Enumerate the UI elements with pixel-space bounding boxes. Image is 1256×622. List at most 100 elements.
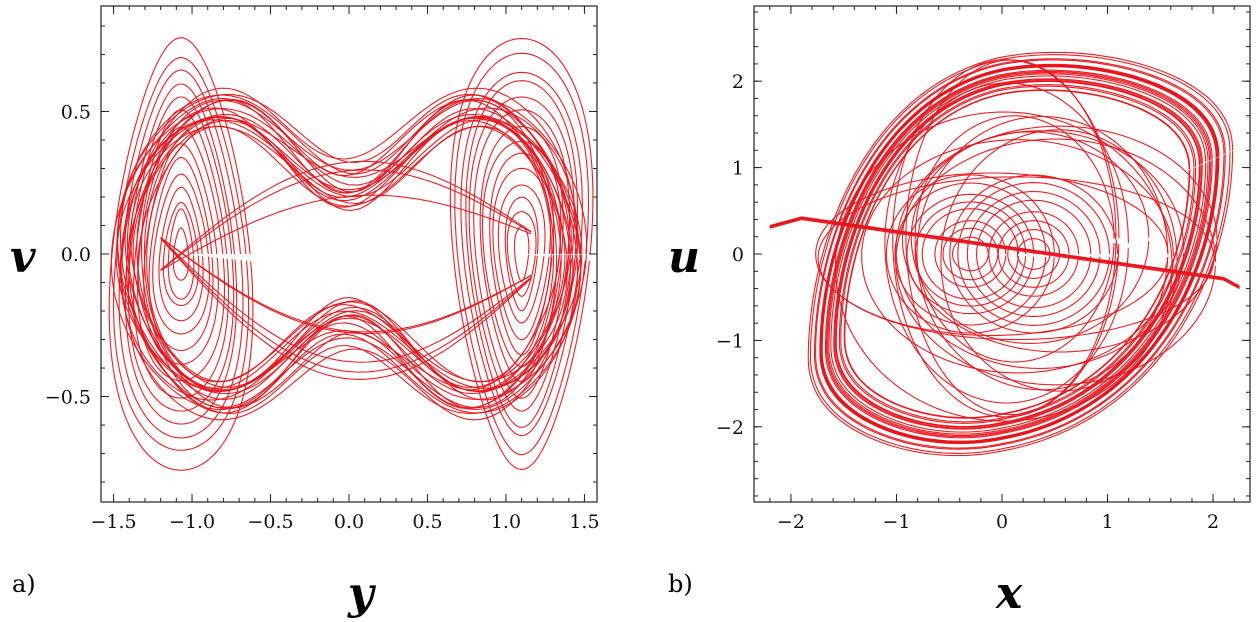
trajectory-line [160, 237, 532, 335]
trajectory-line [827, 71, 1211, 437]
trajectory-line [160, 237, 532, 333]
trajectory-line [1007, 229, 1061, 279]
trajectory-line [117, 108, 581, 400]
x-tick-label: 0.5 [412, 511, 442, 533]
x-tick-label: 0 [996, 511, 1008, 533]
trajectory-line [160, 169, 532, 271]
trajectory-line [504, 196, 539, 312]
x-tick-label: −2 [777, 511, 805, 533]
panel-b-ticks: −2 −1 0 1 2 −2 −1 0 1 2 [716, 6, 1250, 533]
trajectory-line [769, 218, 1240, 289]
trajectory-line [454, 52, 590, 456]
x-tick-label: −1.0 [169, 511, 215, 533]
panel-b-trajectories [769, 51, 1240, 457]
trajectory-line [116, 93, 582, 415]
trajectory-line [160, 237, 532, 380]
trajectory-line [449, 38, 594, 470]
trajectory-line [821, 65, 1218, 443]
trajectory-line [127, 96, 235, 412]
trajectory-line [988, 211, 1080, 297]
trajectory-line [957, 182, 1110, 326]
trajectory-line [460, 71, 583, 437]
trajectory-line [833, 78, 1203, 430]
x-tick-label: 1.0 [491, 511, 521, 533]
trajectory-line [128, 98, 570, 410]
trajectory-line [914, 201, 1027, 307]
trajectory-line [137, 117, 561, 391]
panel-a-ticks: −1.5 −1.0 −0.5 0.0 0.5 1.0 1.5 −0.5 0.0 0.5 [45, 6, 600, 533]
trajectory-line [895, 138, 1217, 386]
trajectory-line [465, 80, 579, 428]
trajectory-line [815, 59, 1225, 449]
trajectory-line [861, 139, 1174, 374]
y-tick-label: 2 [732, 71, 744, 93]
x-tick-label: −0.5 [247, 511, 293, 533]
trajectory-line [167, 208, 195, 300]
trajectory-line [820, 65, 1218, 443]
x-tick-label: 1 [1101, 511, 1113, 533]
trajectory-line [838, 84, 1197, 424]
trajectory-line [489, 152, 555, 356]
trajectory-line [940, 129, 1178, 392]
trajectory-line [942, 227, 999, 281]
trajectory-line [820, 64, 1219, 444]
trajectory-line [158, 186, 204, 322]
trajectory-line [160, 237, 532, 363]
trajectory-line [160, 237, 532, 373]
trajectory-line [1016, 238, 1051, 270]
trajectory-line [976, 199, 1092, 309]
trajectory-line [894, 182, 1047, 326]
trajectory-line [513, 226, 530, 282]
trajectory-line [492, 167, 551, 341]
trajectory-line [819, 64, 1219, 444]
trajectory-line [137, 126, 226, 382]
panel-a: −1.5 −1.0 −0.5 0.0 0.5 1.0 1.5 −0.5 0.0 0.5 v y a… [10, 5, 600, 619]
trajectory-line [132, 109, 230, 399]
trajectory-line [143, 143, 219, 365]
panel-b-label: b) [668, 570, 693, 598]
trajectory-line [835, 80, 1200, 428]
trajectory-line [769, 219, 1240, 290]
x-tick-label: −1.5 [90, 511, 136, 533]
trajectory-line [885, 174, 1055, 334]
trajectory-line [934, 220, 1007, 288]
y-tick-label: 0.0 [61, 244, 91, 266]
trajectory-line [506, 211, 537, 297]
trajectory-line [997, 220, 1070, 288]
trajectory-line [473, 109, 571, 399]
trajectory-line [826, 70, 1212, 438]
y-tick-label: −1 [716, 330, 744, 352]
trajectory-line [160, 160, 532, 271]
panel-b-x-axis-label: x [995, 568, 1023, 619]
y-tick-label: 1 [732, 158, 744, 180]
trajectory-line [136, 99, 562, 409]
trajectory-line [809, 54, 1231, 454]
panel-a-label: a) [12, 570, 36, 598]
trajectory-line [769, 216, 1240, 287]
trajectory-line [892, 59, 1120, 418]
trajectory-line [160, 194, 532, 271]
trajectory-line [118, 69, 244, 439]
trajectory-line [824, 69, 1213, 439]
panel-a-y-axis-label: v [10, 232, 36, 283]
x-tick-label: 2 [1207, 511, 1219, 533]
trajectory-line [901, 125, 1218, 353]
trajectory-line [844, 89, 1190, 419]
trajectory-line [815, 172, 1169, 336]
trajectory-line [148, 157, 214, 352]
trajectory-line [143, 115, 555, 393]
trajectory-line [126, 119, 572, 389]
trajectory-line [828, 73, 1209, 435]
trajectory-line [152, 173, 210, 335]
trajectory-line [112, 57, 250, 451]
trajectory-line [468, 96, 575, 412]
trajectory-line [817, 176, 1215, 341]
trajectory-line [914, 115, 1115, 363]
trajectory-line [906, 193, 1035, 315]
y-tick-label: 0 [732, 244, 744, 266]
trajectory-line [820, 64, 1219, 444]
trajectory-line [966, 191, 1101, 317]
trajectory-line [119, 107, 579, 401]
trajectory-line [819, 63, 1220, 445]
